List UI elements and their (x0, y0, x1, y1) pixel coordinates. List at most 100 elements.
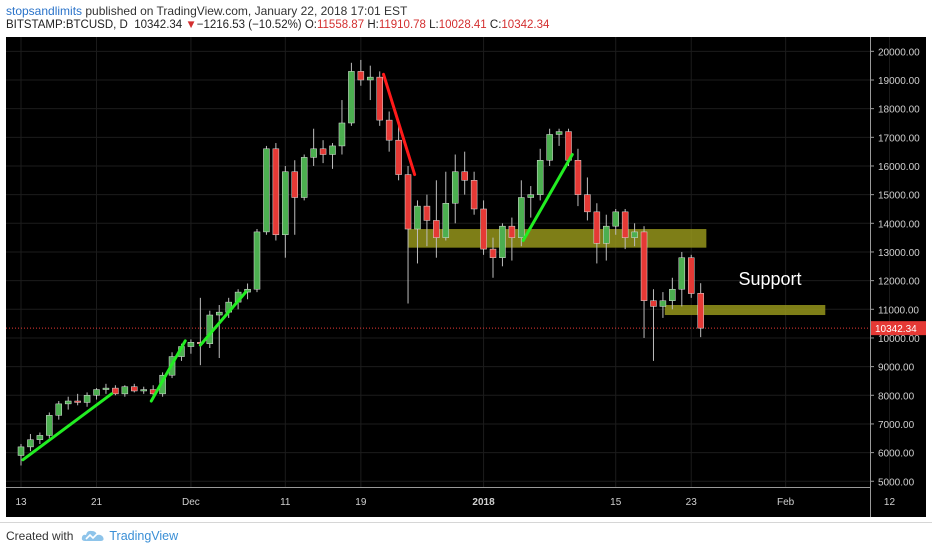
support-zone (664, 304, 826, 316)
current-price-label: 10342.34 (875, 324, 917, 335)
candle-body (678, 257, 686, 290)
x-tick-label: 2018 (472, 497, 495, 508)
y-tick-label: 20000.00 (878, 47, 920, 58)
candle-body (499, 225, 506, 258)
y-tick-label: 6000.00 (878, 449, 915, 460)
candle-body (244, 288, 251, 293)
low-label: L: (429, 19, 439, 31)
candle-body (131, 386, 138, 392)
trendline (381, 72, 417, 177)
trendline (149, 339, 187, 403)
candle-body (93, 389, 100, 396)
quote-line: BITSTAMP:BTCUSD, D 10342.34 ▼−1216.53 (−… (6, 19, 549, 31)
chart-area[interactable]: 5000.00 6000.00 7000.00 8000.00 9000.00 10000… (6, 37, 926, 517)
low-value: 10028.41 (438, 19, 487, 31)
candle-body (404, 174, 412, 230)
high-value: 11910.78 (378, 19, 426, 31)
last-price: 10342.34 (134, 19, 183, 31)
x-tick-label: 21 (91, 497, 103, 508)
x-tick-label: 19 (355, 497, 367, 508)
trendline (198, 290, 248, 347)
candle-body (282, 171, 289, 236)
y-tick-label: 16000.00 (878, 162, 920, 173)
candle-body (319, 148, 327, 155)
y-tick-label: 17000.00 (878, 133, 920, 144)
candle-body (480, 208, 487, 250)
candle-body (329, 145, 336, 155)
x-tick-label: Feb (777, 497, 795, 508)
candle-body (546, 134, 553, 161)
high-label: H: (367, 19, 379, 31)
y-tick-label: 7000.00 (878, 420, 915, 431)
candle-body (74, 400, 81, 403)
author-link[interactable]: stopsandlimits (6, 4, 83, 18)
candle-body (640, 231, 648, 301)
candle-body (27, 439, 34, 448)
candle-body (46, 415, 53, 436)
candle-body (112, 387, 119, 395)
candle-body (310, 148, 317, 158)
candle-body (64, 400, 72, 405)
candle-body (687, 257, 695, 294)
y-tick-label: 13000.00 (878, 248, 920, 259)
candle-body (669, 288, 676, 301)
close-label: C: (489, 19, 502, 31)
candle-body (555, 131, 563, 135)
candle-body (367, 76, 374, 81)
candle-body (263, 148, 270, 233)
candle-body (300, 157, 308, 198)
y-tick-label: 19000.00 (878, 76, 920, 87)
candle-body (659, 300, 667, 307)
candle-body (451, 171, 459, 204)
time-axis-background (6, 487, 870, 517)
candle-body (55, 403, 63, 416)
y-tick-label: 12000.00 (878, 277, 920, 288)
created-with: Created with TradingView (6, 529, 178, 543)
tradingview-brand[interactable]: TradingView (109, 529, 179, 543)
candle-body (140, 389, 147, 392)
symbol-label: BITSTAMP:BTCUSD, D (6, 19, 128, 31)
candle-body (121, 386, 129, 395)
candle-body (631, 231, 638, 238)
price-change: −1216.53 (−10.52%) (196, 19, 302, 31)
tradingview-cloud-icon[interactable] (81, 529, 105, 543)
candle-body (253, 231, 261, 290)
x-tick-label: 12 (884, 497, 896, 508)
y-tick-label: 11000.00 (878, 305, 919, 316)
candle-body (527, 194, 535, 198)
candle-body (272, 148, 280, 236)
candle-body (508, 225, 516, 238)
candle-body (584, 194, 591, 213)
support-annotation: Support (738, 269, 801, 289)
candle-body (518, 197, 525, 238)
candle-body (291, 171, 299, 198)
candle-body (385, 119, 393, 141)
candle-body (574, 159, 582, 195)
candle-body (593, 211, 601, 244)
candle-body (470, 180, 478, 210)
candle-body (36, 435, 44, 440)
candle-body (423, 205, 431, 221)
publication-line: stopsandlimits published on TradingView.… (6, 4, 407, 18)
candlestick-chart[interactable]: 5000.00 6000.00 7000.00 8000.00 9000.00 10000… (6, 37, 926, 517)
candle-body (442, 202, 450, 238)
created-with-text: Created with (6, 529, 74, 543)
candle-body (650, 300, 657, 307)
candle-body (215, 311, 223, 316)
open-value: 11558.87 (316, 19, 365, 31)
candle-body (17, 446, 25, 456)
candle-body (83, 395, 91, 403)
current-price-box (871, 321, 926, 336)
y-tick-label: 15000.00 (878, 191, 920, 202)
candle-body (348, 71, 355, 124)
price-axis-background (870, 37, 926, 517)
close-value: 10342.34 (501, 19, 550, 31)
candle-body (612, 211, 619, 227)
chart-header: stopsandlimits published on TradingView.… (0, 0, 932, 36)
candle-body (621, 211, 629, 238)
plot-background (6, 37, 870, 487)
x-tick-label: 13 (15, 497, 27, 508)
candle-body (489, 248, 497, 258)
x-tick-label: Dec (182, 497, 200, 508)
published-text: published on TradingView.com, January 22… (82, 4, 408, 18)
